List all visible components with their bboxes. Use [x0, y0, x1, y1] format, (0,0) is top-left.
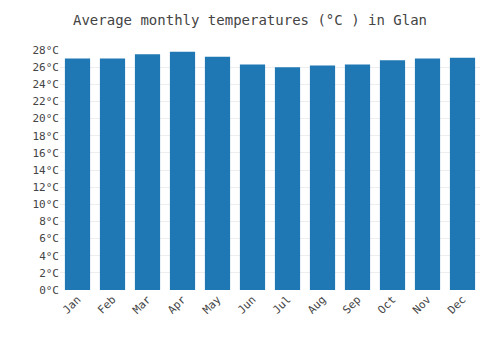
svg-text:4°C: 4°C: [39, 250, 59, 263]
svg-text:22°C: 22°C: [33, 95, 60, 108]
svg-text:2°C: 2°C: [39, 267, 59, 280]
svg-text:24°C: 24°C: [33, 78, 60, 91]
svg-text:8°C: 8°C: [39, 215, 59, 228]
svg-text:Dec: Dec: [445, 293, 468, 316]
svg-text:26°C: 26°C: [33, 61, 60, 74]
svg-text:Jul: Jul: [270, 293, 293, 316]
svg-text:10°C: 10°C: [33, 198, 60, 211]
svg-text:Apr: Apr: [165, 293, 189, 317]
svg-text:12°C: 12°C: [33, 181, 60, 194]
svg-text:18°C: 18°C: [33, 130, 60, 143]
svg-text:6°C: 6°C: [39, 232, 59, 245]
svg-text:Feb: Feb: [95, 293, 118, 316]
svg-text:Aug: Aug: [305, 293, 328, 316]
svg-text:May: May: [200, 293, 224, 317]
svg-text:28°C: 28°C: [33, 44, 60, 57]
svg-text:0°C: 0°C: [39, 284, 59, 297]
svg-text:Jun: Jun: [235, 293, 258, 316]
svg-text:Nov: Nov: [410, 293, 434, 317]
svg-text:Average monthly temperatures (: Average monthly temperatures (°C ) in Gl…: [73, 12, 427, 28]
svg-text:20°C: 20°C: [33, 112, 60, 125]
svg-text:Oct: Oct: [375, 293, 398, 316]
svg-text:16°C: 16°C: [33, 147, 60, 160]
svg-text:14°C: 14°C: [33, 164, 60, 177]
svg-text:Sep: Sep: [340, 293, 363, 316]
svg-text:Mar: Mar: [130, 293, 154, 317]
svg-text:Jan: Jan: [60, 293, 83, 316]
